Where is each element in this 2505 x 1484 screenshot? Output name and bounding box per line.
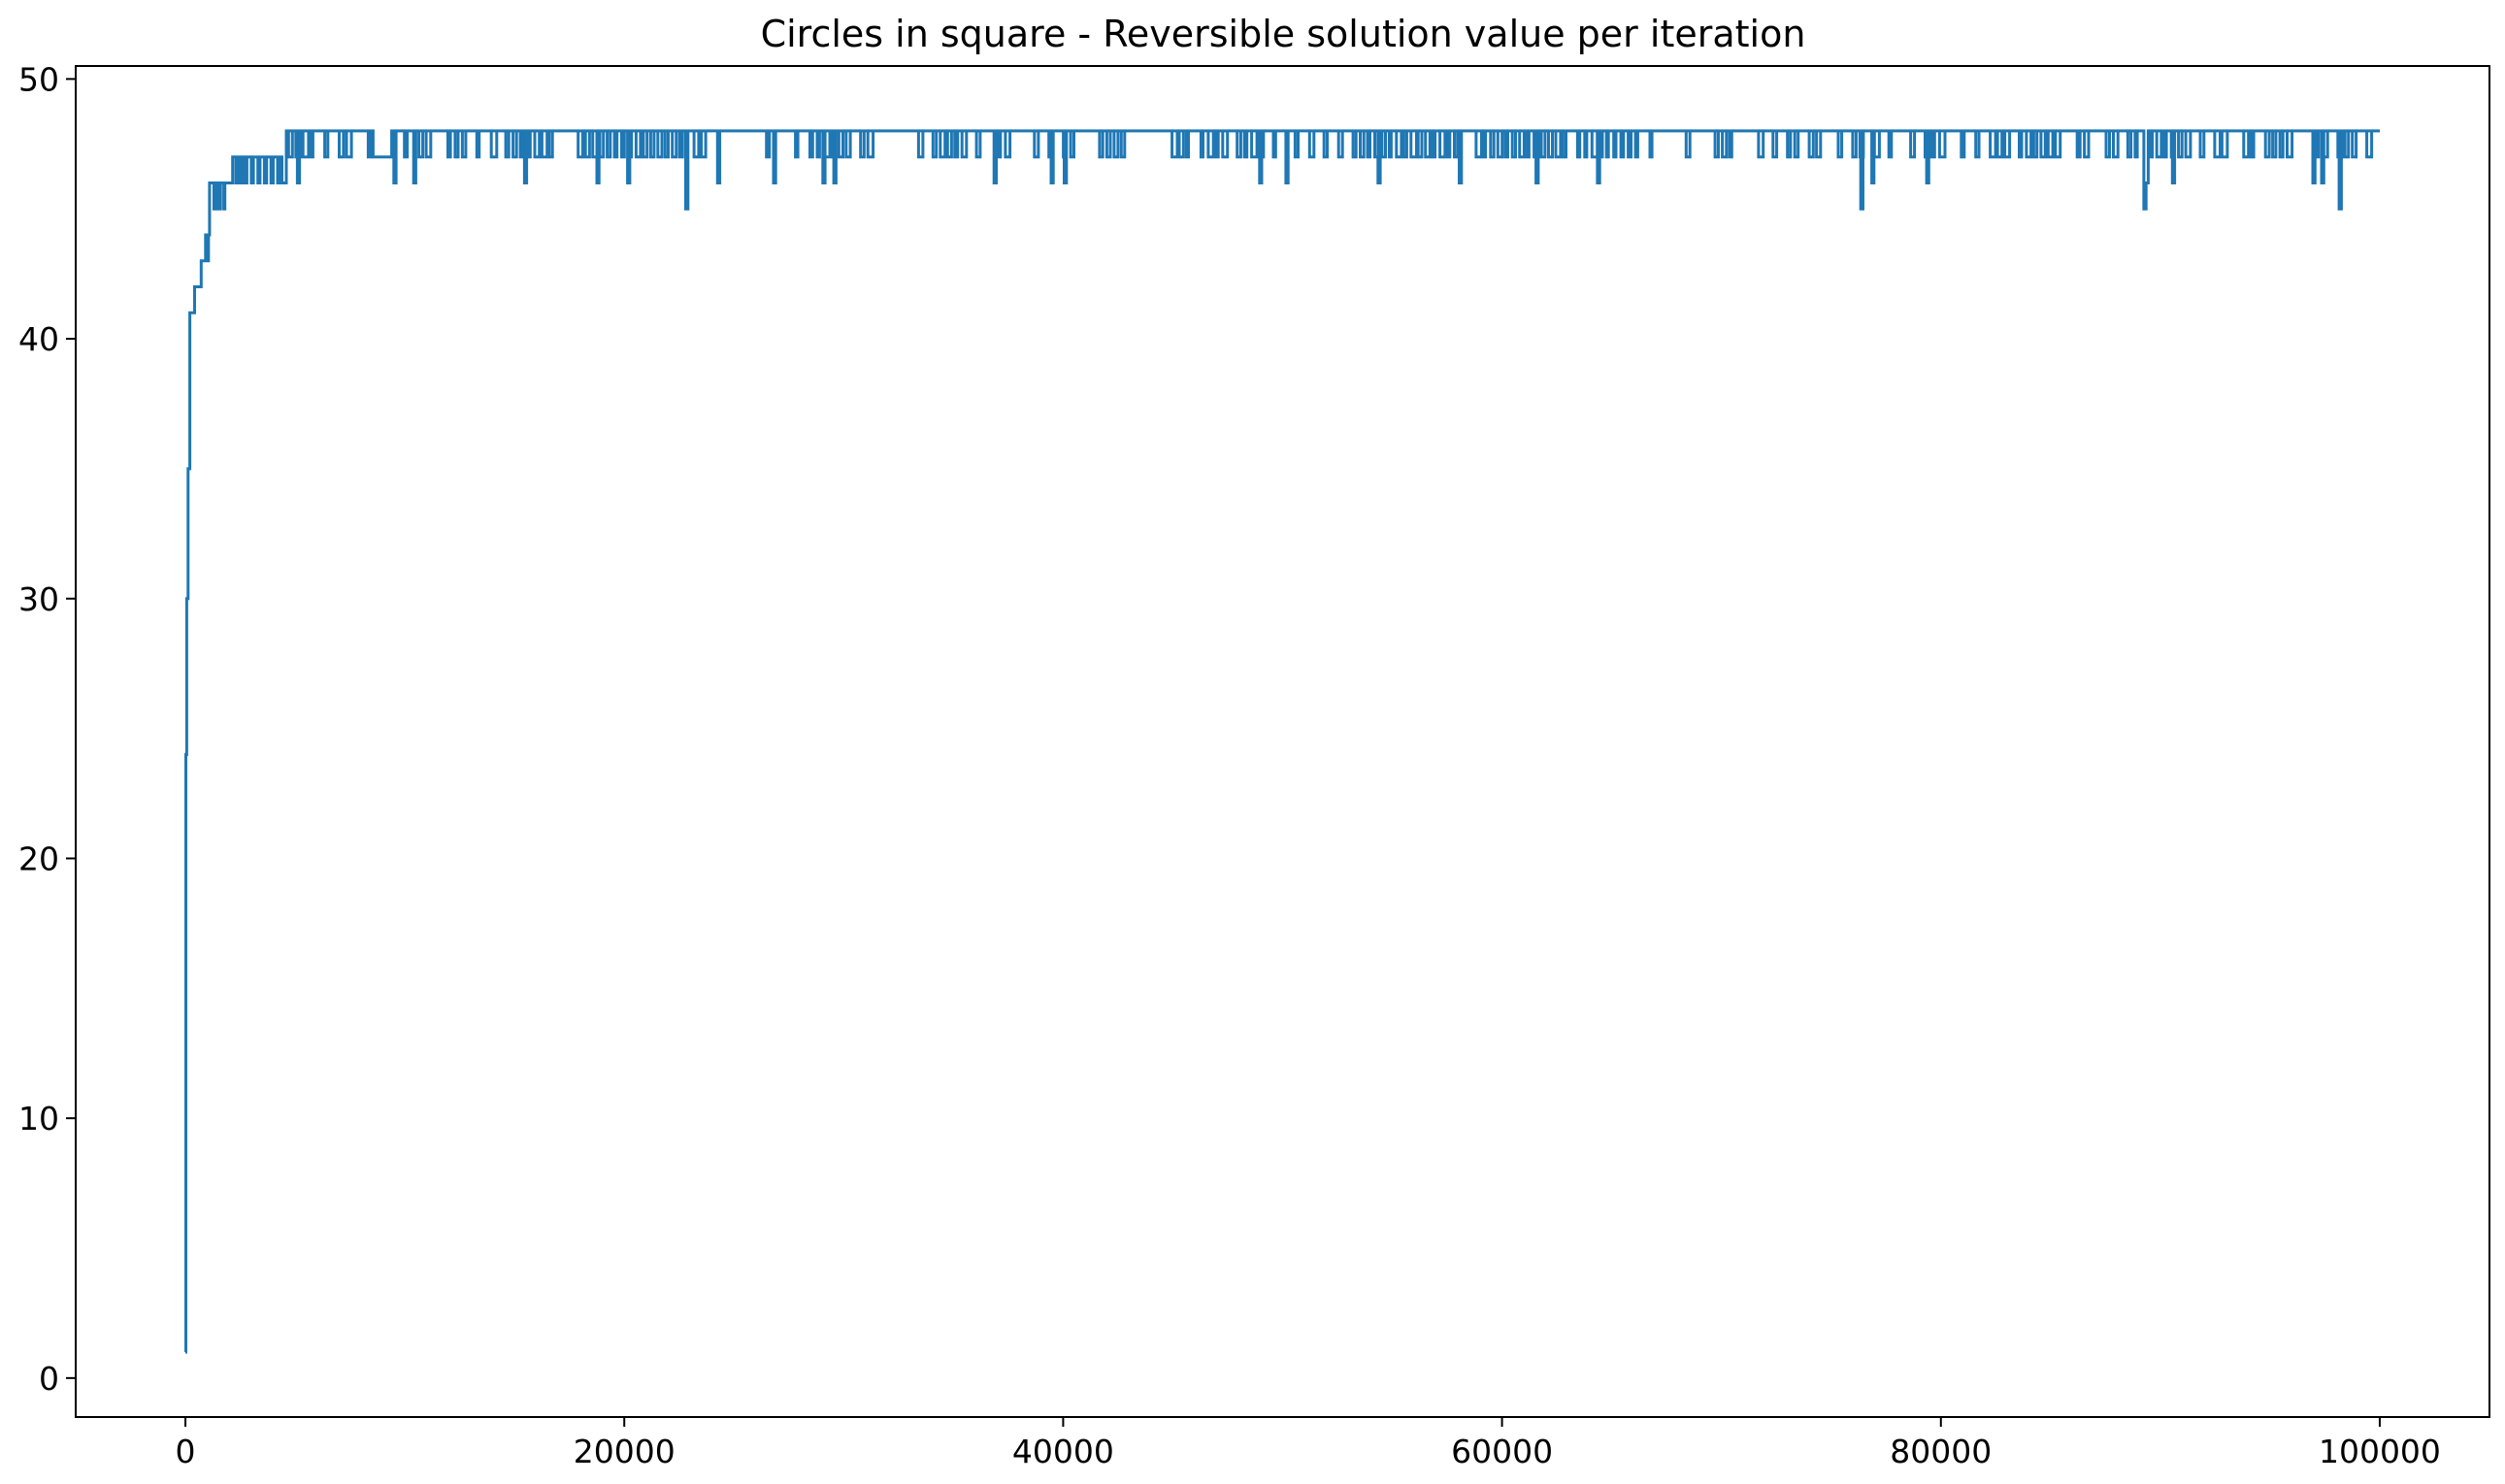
y-tick-label: 0	[39, 1360, 59, 1398]
y-tick-label: 10	[18, 1100, 59, 1138]
chart-title: Circles in square - Reversible solution …	[761, 13, 1806, 55]
series-line-0	[184, 129, 2380, 1354]
y-tick-label: 20	[18, 840, 59, 877]
y-tick-label: 30	[18, 580, 59, 618]
x-tick-label: 80000	[1890, 1433, 1992, 1470]
x-tick-label: 40000	[1012, 1433, 1114, 1470]
x-tick-label: 0	[176, 1433, 196, 1470]
x-tick-label: 100000	[2319, 1433, 2441, 1470]
series-oscillation-path-0	[286, 130, 2374, 159]
y-tick-label: 40	[18, 320, 59, 358]
x-tick-label: 20000	[574, 1433, 676, 1470]
series-oscillation-band-0	[286, 130, 2374, 159]
plot-frame	[75, 65, 2490, 1418]
x-tick-label: 60000	[1451, 1433, 1553, 1470]
series-layer	[184, 129, 2380, 1354]
y-axis-ticks: 0 10 20 30 40 50	[18, 60, 76, 1398]
y-tick-label: 50	[18, 60, 59, 98]
x-axis-ticks: 0 20000 40000 60000 80000 100000	[176, 1417, 2441, 1470]
